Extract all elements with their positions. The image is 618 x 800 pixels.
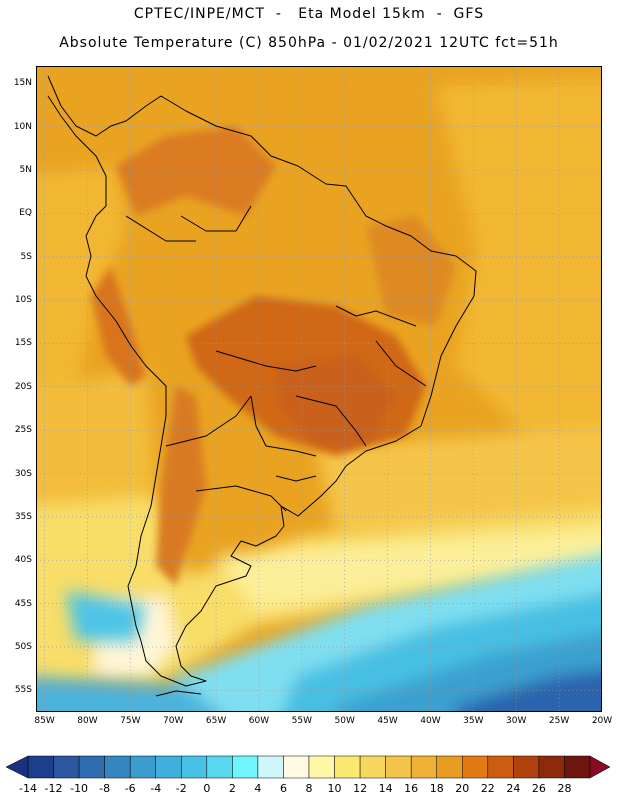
colorbar-swatch <box>181 755 208 779</box>
colorbar-tick-label: 16 <box>404 782 419 795</box>
lat-label: 35S <box>14 511 32 522</box>
colorbar-tick-label: 24 <box>506 782 521 795</box>
colorbar-tick-label: 12 <box>353 782 368 795</box>
lat-label: 10S <box>14 295 32 306</box>
lat-label: 15N <box>13 78 32 89</box>
map-frame <box>36 66 602 712</box>
lon-label: 75W <box>120 716 141 726</box>
lat-label: 25S <box>14 425 32 436</box>
lon-label: 30W <box>506 716 527 726</box>
colorbar-swatch <box>206 755 233 779</box>
colorbar-tick-label: 10 <box>327 782 342 795</box>
lon-label: 45W <box>377 716 398 726</box>
lat-label: 55S <box>14 685 32 696</box>
lat-label: EQ <box>19 208 32 219</box>
colorbar-swatch <box>308 755 335 779</box>
lat-label: 30S <box>14 468 32 479</box>
temperature-map <box>36 66 602 712</box>
colorbar-tick-label: -6 <box>124 782 136 795</box>
lat-label: 5N <box>19 165 32 176</box>
lon-label: 55W <box>291 716 313 726</box>
lat-label: 40S <box>14 555 32 566</box>
colorbar-tick-label: -2 <box>175 782 187 795</box>
colorbar-swatch <box>155 755 182 779</box>
colorbar-tick-label: 18 <box>429 782 444 795</box>
colorbar-swatch <box>257 755 284 779</box>
colorbar-swatch <box>462 755 489 779</box>
colorbar-tick-label: 14 <box>378 782 393 795</box>
colorbar-tick-label: 4 <box>254 782 262 795</box>
field-cold-band <box>36 553 602 712</box>
colorbar-over-triangle <box>589 755 611 779</box>
colorbar-tick-label: -14 <box>19 782 37 795</box>
colorbar-swatch <box>283 755 310 779</box>
lon-label: 65W <box>205 716 227 726</box>
colorbar-swatch <box>359 755 386 779</box>
colorbar-tick-label: -12 <box>44 782 63 795</box>
colorbar-tick-label: 26 <box>531 782 546 795</box>
lon-label: 70W <box>163 716 184 726</box>
colorbar-tick-label: -4 <box>150 782 162 795</box>
colorbar-swatch <box>104 755 131 779</box>
colorbar-swatch <box>410 755 437 779</box>
colorbar-swatch <box>27 755 54 779</box>
colorbar-swatch <box>334 755 361 779</box>
colorbar-swatch <box>538 755 565 779</box>
colorbar-swatch <box>436 755 463 779</box>
map-title-line-2: Absolute Temperature (C) 850hPa - 01/02/… <box>59 35 559 51</box>
colorbar-tick-label: 22 <box>480 782 495 795</box>
colorbar-tick-label: 8 <box>305 782 313 795</box>
colorbar-swatch <box>53 755 80 779</box>
lat-label: 5S <box>20 251 32 262</box>
colorbar <box>6 755 611 779</box>
lat-label: 20S <box>14 381 32 392</box>
lat-label: 10N <box>13 121 32 132</box>
colorbar-swatch <box>78 755 105 779</box>
map-title-line-1: CPTEC/INPE/MCT - Eta Model 15km - GFS <box>133 6 485 22</box>
lon-label: 50W <box>334 716 355 726</box>
lon-label: 25W <box>548 716 570 726</box>
lat-label: 15S <box>14 338 32 349</box>
colorbar-under-triangle <box>6 755 29 779</box>
coastlines <box>47 75 477 697</box>
lon-label: 40W <box>420 716 441 726</box>
lat-label: 50S <box>14 641 32 652</box>
colorbar-swatch <box>385 755 412 779</box>
lon-label: 35W <box>463 716 484 726</box>
colorbar-tick-label: 6 <box>279 782 287 795</box>
colorbar-tick-label: 0 <box>203 782 211 795</box>
colorbar-tick-label: 28 <box>557 782 572 795</box>
colorbar-swatch <box>564 755 591 779</box>
colorbar-swatch <box>487 755 514 779</box>
colorbar-tick-label: -8 <box>99 782 111 795</box>
lat-label: 45S <box>14 598 32 609</box>
lon-label: 60W <box>248 716 270 726</box>
colorbar-swatch <box>513 755 540 779</box>
field-mild-areas <box>36 77 602 586</box>
lon-label: 20W <box>591 716 613 726</box>
lon-label: 85W <box>34 716 55 726</box>
colorbar-tick-label: 2 <box>228 782 236 795</box>
lon-label: 80W <box>77 716 98 726</box>
colorbar-swatch <box>232 755 259 779</box>
colorbar-tick-label: -10 <box>70 782 89 795</box>
map-canvas <box>36 66 602 712</box>
colorbar-swatch <box>129 755 156 779</box>
colorbar-tick-label: 20 <box>455 782 470 795</box>
